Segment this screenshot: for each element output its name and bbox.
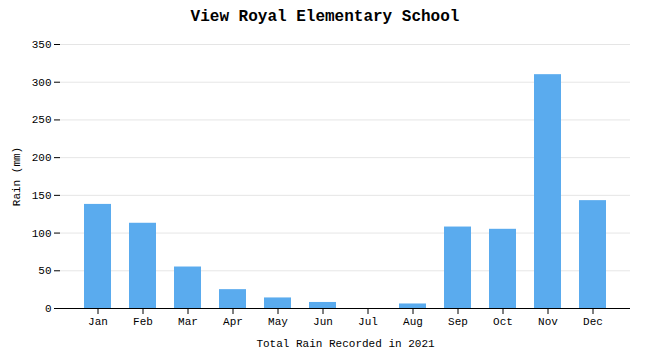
svg-text:Jan: Jan (88, 316, 108, 328)
svg-text:350: 350 (32, 39, 52, 51)
svg-text:Jun: Jun (313, 316, 333, 328)
svg-text:Aug: Aug (403, 316, 423, 328)
svg-text:Rain (mm): Rain (mm) (11, 147, 23, 206)
svg-text:100: 100 (32, 228, 52, 240)
svg-text:Dec: Dec (583, 316, 603, 328)
svg-text:Jul: Jul (358, 316, 378, 328)
svg-text:Oct: Oct (493, 316, 513, 328)
svg-text:Nov: Nov (538, 316, 558, 328)
svg-text:50: 50 (38, 265, 51, 277)
html-text:View Royal Elementary School: View Royal Elementary School (190, 8, 460, 26)
svg-text:0: 0 (45, 303, 52, 315)
svg-text:Feb: Feb (133, 316, 153, 328)
svg-text:Total Rain Recorded in 2021: Total Rain Recorded in 2021 (256, 338, 435, 350)
svg-text:200: 200 (32, 152, 52, 164)
svg-text:250: 250 (32, 114, 52, 126)
svg-text:Mar: Mar (178, 316, 198, 328)
svg-text:150: 150 (32, 190, 52, 202)
svg-text:300: 300 (32, 77, 52, 89)
svg-text:May: May (268, 316, 288, 328)
svg-text:Sep: Sep (448, 316, 468, 328)
svg-text:Apr: Apr (223, 316, 243, 328)
